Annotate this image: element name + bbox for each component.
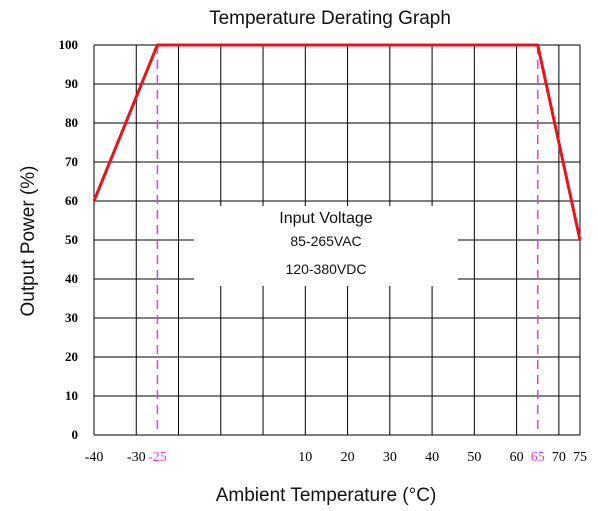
annotation-box: Input Voltage 85-265VAC 120-380VDC — [194, 206, 458, 286]
y-tick-label-10: 100 — [59, 37, 79, 52]
y-tick-labels: 0 10 20 30 40 50 60 70 80 90 100 — [59, 37, 79, 442]
y-tick-label-7: 70 — [65, 154, 78, 169]
annotation-background — [194, 206, 458, 286]
x-tick-labels: -40 -30 -25 10 20 30 40 50 60 65 70 75 — [85, 450, 587, 465]
x-tick-label-9: 65 — [531, 450, 545, 465]
derating-curve-0 — [92, 43, 582, 241]
series-layer — [92, 43, 582, 241]
x-tick-label-5: 30 — [383, 450, 397, 465]
y-tick-label-3: 30 — [65, 310, 78, 325]
y-tick-label-0: 0 — [72, 427, 79, 442]
x-tick-label-1: -30 — [127, 450, 146, 465]
y-axis-label: Output Power (%) — [18, 166, 39, 317]
x-tick-label-8: 60 — [510, 450, 524, 465]
x-tick-label-6: 40 — [425, 450, 439, 465]
y-tick-label-9: 90 — [65, 76, 78, 91]
x-tick-label-2: -25 — [148, 450, 167, 465]
y-tick-label-1: 10 — [65, 388, 78, 403]
highlight-lines — [156, 45, 539, 435]
annotation-line-1: 85-265VAC — [290, 233, 361, 249]
x-tick-label-3: 10 — [298, 450, 312, 465]
y-tick-label-4: 40 — [65, 271, 78, 286]
y-tick-label-6: 60 — [65, 193, 78, 208]
x-tick-label-4: 20 — [341, 450, 355, 465]
x-tick-label-10: 70 — [552, 450, 566, 465]
chart-title: Temperature Derating Graph — [209, 8, 451, 29]
annotation-title: Input Voltage — [279, 210, 373, 227]
y-tick-label-8: 80 — [65, 115, 78, 130]
annotation-line-2: 120-380VDC — [286, 261, 367, 277]
x-tick-label-11: 75 — [573, 450, 587, 465]
y-tick-label-5: 50 — [65, 232, 78, 247]
x-axis-label: Ambient Temperature (°C) — [216, 485, 437, 506]
x-tick-label-7: 50 — [467, 450, 481, 465]
y-tick-label-2: 20 — [65, 349, 78, 364]
x-tick-label-0: -40 — [85, 450, 104, 465]
